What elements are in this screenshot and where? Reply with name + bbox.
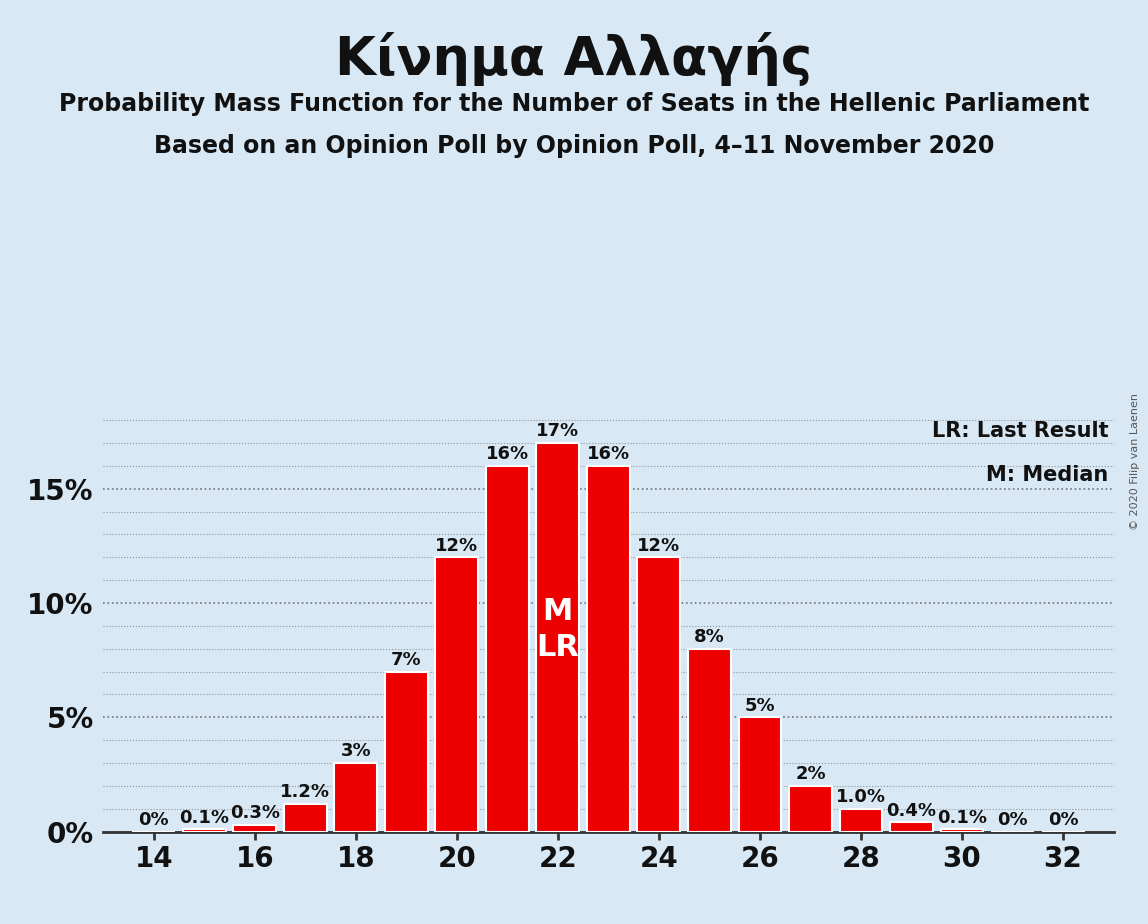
Text: 7%: 7% (391, 650, 421, 669)
Text: 0.1%: 0.1% (937, 808, 987, 827)
Bar (536, 443, 580, 832)
Text: 17%: 17% (536, 422, 580, 441)
Text: 1.0%: 1.0% (836, 788, 886, 806)
Bar (738, 717, 782, 832)
Text: 3%: 3% (341, 742, 371, 760)
Bar (637, 557, 681, 832)
Bar (890, 822, 933, 832)
Text: 16%: 16% (486, 445, 529, 463)
Bar (940, 830, 984, 832)
Text: 1.2%: 1.2% (280, 784, 331, 801)
Text: 5%: 5% (745, 697, 775, 714)
Bar (435, 557, 479, 832)
Bar (688, 649, 731, 832)
Text: LR: Last Result: LR: Last Result (932, 421, 1109, 441)
Bar (486, 466, 529, 832)
Bar (385, 672, 428, 832)
Text: 12%: 12% (435, 537, 479, 554)
Text: 2%: 2% (796, 765, 825, 784)
Text: 0.4%: 0.4% (886, 802, 937, 820)
Text: Probability Mass Function for the Number of Seats in the Hellenic Parliament: Probability Mass Function for the Number… (59, 92, 1089, 116)
Bar (587, 466, 630, 832)
Text: Κίνημα Αλλαγής: Κίνημα Αλλαγής (335, 32, 813, 86)
Text: M
LR: M LR (536, 597, 580, 662)
Text: 0.3%: 0.3% (230, 804, 280, 822)
Bar (789, 786, 832, 832)
Text: 0%: 0% (998, 811, 1027, 829)
Text: 0%: 0% (139, 811, 169, 829)
Text: 12%: 12% (637, 537, 681, 554)
Text: 0%: 0% (1048, 811, 1078, 829)
Text: 0.1%: 0.1% (179, 808, 230, 827)
Text: © 2020 Filip van Laenen: © 2020 Filip van Laenen (1130, 394, 1140, 530)
Bar (233, 825, 277, 832)
Bar (284, 804, 327, 832)
Bar (183, 830, 226, 832)
Text: Based on an Opinion Poll by Opinion Poll, 4–11 November 2020: Based on an Opinion Poll by Opinion Poll… (154, 134, 994, 158)
Bar (839, 808, 883, 832)
Bar (334, 763, 378, 832)
Text: 16%: 16% (587, 445, 630, 463)
Text: 8%: 8% (695, 628, 724, 646)
Text: M: Median: M: Median (986, 465, 1109, 484)
